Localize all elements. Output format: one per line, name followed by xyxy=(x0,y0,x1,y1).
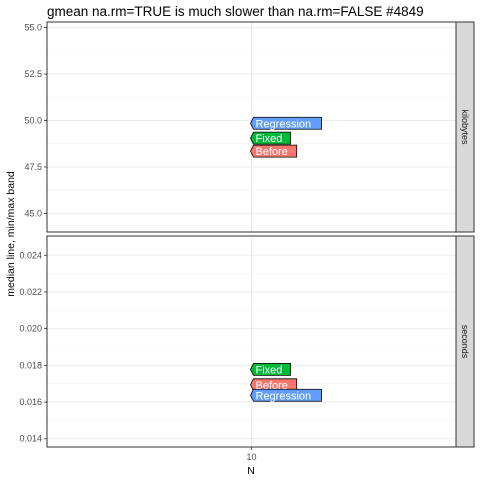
data-label-regression: Regression xyxy=(256,118,312,130)
y-tick-label: 52.5 xyxy=(24,69,42,79)
data-label-before: Before xyxy=(256,146,288,158)
data-label-before: Before xyxy=(256,380,288,392)
y-tick-label: 47.5 xyxy=(24,162,42,172)
y-tick-label: 50.0 xyxy=(24,115,42,125)
facet-strip xyxy=(455,21,475,233)
facet-strip-label: seconds xyxy=(460,325,470,359)
data-label-box-before xyxy=(250,144,298,158)
data-label-box-fixed xyxy=(250,362,291,376)
data-label-regression: Regression xyxy=(256,390,312,402)
y-tick-label: 0.016 xyxy=(19,397,42,407)
facet-strip xyxy=(455,235,475,448)
y-tick-label: 0.014 xyxy=(19,434,42,444)
y-axis-title: median line, min/max band xyxy=(5,171,17,297)
data-label-box-regression xyxy=(250,116,322,130)
data-label-box-regression xyxy=(250,388,322,402)
y-tick-label: 55.0 xyxy=(24,23,42,33)
y-tick-label: 45.0 xyxy=(24,208,42,218)
chart-title: gmean na.rm=TRUE is much slower than na.… xyxy=(47,4,424,19)
x-tick-label: 10 xyxy=(246,452,256,462)
x-axis-title: N xyxy=(247,465,255,477)
data-label-box-fixed xyxy=(250,131,291,145)
data-label-fixed: Fixed xyxy=(256,133,283,145)
y-tick-label: 0.024 xyxy=(19,250,42,260)
y-tick-label: 0.022 xyxy=(19,287,42,297)
panel-seconds: 0.014 0.016 0.018 0.020 0.022 0.024 seconds Fix… xyxy=(19,235,475,448)
facet-panels: 45.0 47.5 50.0 52.5 55.0 kilobytes Regression F… xyxy=(19,21,475,462)
data-label-fixed: Fixed xyxy=(256,364,283,376)
y-tick-label: 0.018 xyxy=(19,360,42,370)
facet-strip-label: kilobytes xyxy=(460,109,470,145)
y-tick-label: 0.020 xyxy=(19,324,42,334)
panel-kilobytes: 45.0 47.5 50.0 52.5 55.0 kilobytes Regression F… xyxy=(24,21,475,233)
